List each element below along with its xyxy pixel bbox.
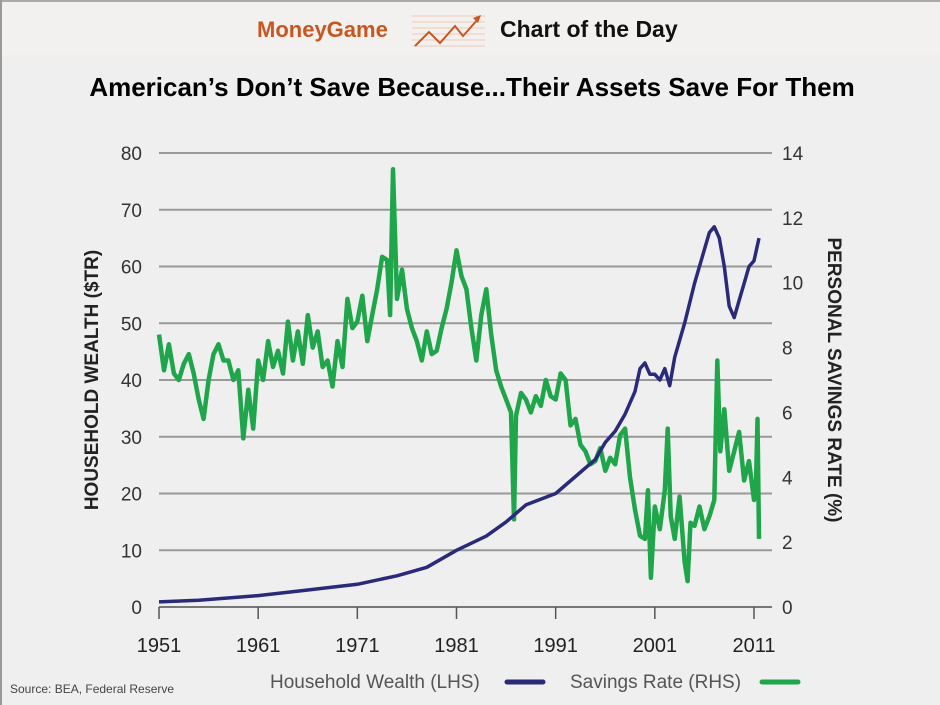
y-right-axis-label: PERSONAL SAVINGS RATE (%) [823,237,844,522]
y-left-tick-label: 60 [121,258,142,279]
brand-name: MoneyGame [257,17,388,42]
section-title: Chart of the Day [500,16,678,42]
y-right-tick-label: 2 [782,533,793,554]
x-tick-label: 1991 [533,635,578,657]
x-tick-label: 2011 [732,635,775,657]
x-tick-label: 1971 [335,635,380,657]
header-banner: MoneyGame Chart of the Day [2,0,940,55]
x-tick-label: 1961 [236,635,281,657]
y-left-tick-label: 70 [121,201,142,222]
y-right-tick-label: 0 [782,598,793,619]
y-right-tick-label: 6 [782,403,793,424]
y-left-tick-label: 10 [121,541,142,562]
x-tick-label: 2001 [633,635,678,657]
y-left-tick-label: 0 [131,598,142,619]
series-line-household-wealth [158,225,761,604]
y-left-tick-label: 50 [121,314,142,335]
series-line-savings-rate [156,166,762,584]
y-right-tick-label: 4 [782,468,793,489]
legend-label-savings-rate: Savings Rate (RHS) [570,672,741,693]
rising-chart-arrow-icon [412,15,485,47]
y-left-tick-label: 20 [121,485,142,506]
y-right-tick-label: 10 [782,274,803,295]
y-right-tick-label: 12 [782,209,803,230]
legend-label-household-wealth: Household Wealth (LHS) [270,672,480,693]
y-left-tick-label: 30 [121,428,142,449]
chart-title: American’s Don’t Save Because...Their As… [89,72,855,102]
y-right-tick-label: 8 [782,339,793,360]
y-left-axis-label: HOUSEHOLD WEALTH ($TR) [82,250,103,510]
y-left-tick-label: 40 [121,371,142,392]
y-left-tick-label: 80 [121,144,142,165]
y-right-tick-label: 14 [782,144,804,165]
x-tick-label: 1981 [434,635,479,657]
source-note: Source: BEA, Federal Reserve [10,682,175,696]
x-tick-label: 1951 [137,635,182,657]
